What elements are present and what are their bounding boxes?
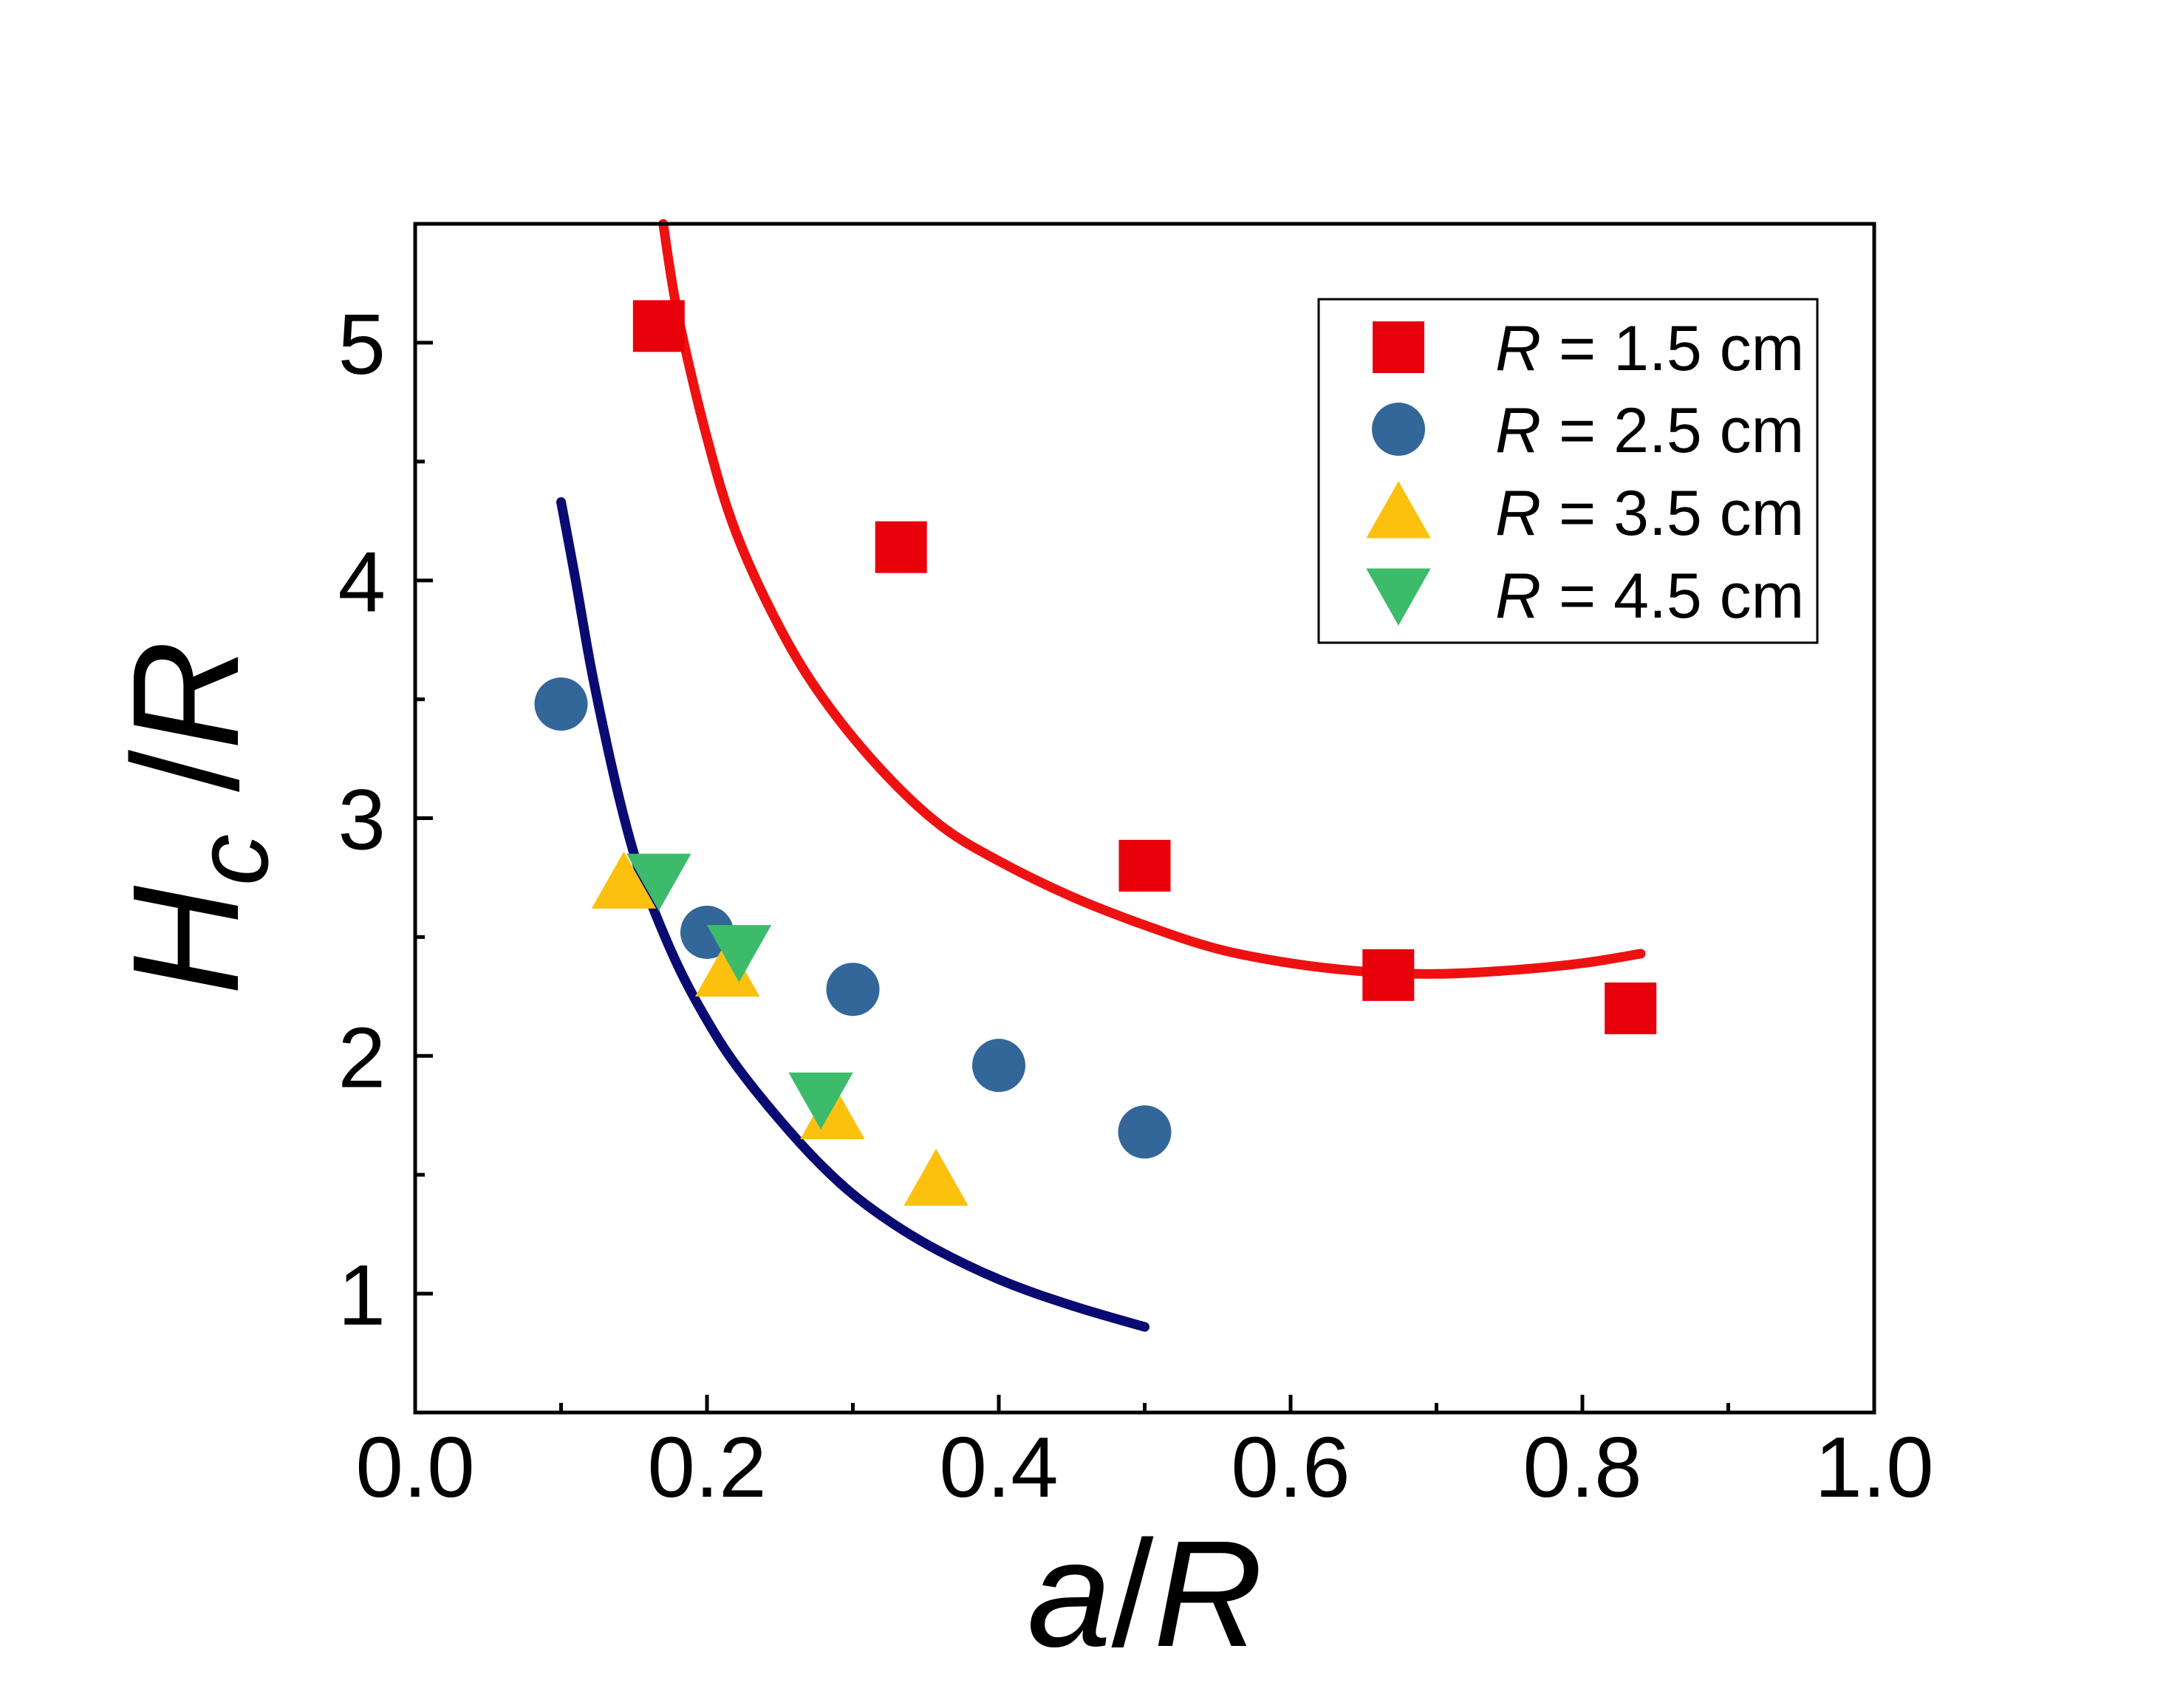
x-axis-title-var: a bbox=[1027, 1509, 1111, 1678]
legend-marker-3 bbox=[1366, 481, 1431, 539]
point-series4-3 bbox=[788, 1072, 853, 1130]
point-series1-1 bbox=[632, 300, 685, 352]
legend-label-var: R bbox=[1495, 395, 1541, 466]
x-axis-title-sep: / bbox=[1112, 1509, 1154, 1678]
x-tick-label: 0.2 bbox=[647, 1419, 766, 1515]
x-tick-label: 0.6 bbox=[1231, 1419, 1350, 1515]
axes-layer: 0.0 0.2 0.4 0.6 0.8 1.0 1 2 3 4 5 bbox=[338, 222, 1934, 1515]
x-tick-label: 1.0 bbox=[1814, 1419, 1933, 1515]
point-series2-3 bbox=[826, 963, 880, 1017]
point-series3-1 bbox=[591, 851, 657, 909]
point-series2-5 bbox=[1118, 1105, 1172, 1159]
legend: R = 1.5 cmR = 2.5 cmR = 3.5 cmR = 4.5 cm bbox=[1317, 298, 1819, 644]
y-axis-title-sep: / bbox=[101, 750, 270, 834]
fit-navy-line bbox=[556, 497, 1149, 1332]
x-tick-label: 0.4 bbox=[939, 1419, 1058, 1515]
point-series1-4 bbox=[1362, 949, 1415, 1001]
x-tick-label: 0.0 bbox=[355, 1419, 474, 1515]
point-series4-2 bbox=[706, 925, 772, 983]
fit-curves-layer bbox=[556, 219, 1646, 1332]
y-tick-label: 4 bbox=[338, 534, 386, 630]
legend-label-value: = 3.5 cm bbox=[1541, 478, 1804, 549]
x-axis-title: a/R bbox=[1027, 1509, 1263, 1678]
legend-label-3: R = 3.5 cm bbox=[1495, 478, 1804, 549]
y-axis-title-group: Hc /R bbox=[101, 640, 290, 995]
y-axis-title-sub: c bbox=[174, 834, 290, 886]
legend-label-1: R = 1.5 cm bbox=[1495, 313, 1804, 384]
point-series2-1 bbox=[534, 677, 588, 731]
data-points-layer bbox=[534, 300, 1657, 1206]
x-tick-label: 0.8 bbox=[1523, 1419, 1641, 1515]
point-series1-5 bbox=[1605, 982, 1657, 1034]
point-series3-4 bbox=[903, 1148, 968, 1206]
point-series1-3 bbox=[1118, 839, 1171, 892]
legend-label-value: = 2.5 cm bbox=[1541, 395, 1804, 466]
fit-red-line bbox=[658, 219, 1646, 979]
legend-label-4: R = 4.5 cm bbox=[1495, 561, 1804, 632]
point-series2-4 bbox=[972, 1039, 1025, 1093]
y-tick-label: 2 bbox=[338, 1009, 386, 1105]
legend-label-value: = 4.5 cm bbox=[1541, 561, 1804, 632]
y-tick-label: 5 bbox=[338, 296, 386, 392]
legend-marker-1 bbox=[1373, 321, 1424, 373]
x-axis-title-unit: R bbox=[1153, 1509, 1263, 1678]
legend-label-value: = 1.5 cm bbox=[1541, 313, 1804, 384]
point-series1-2 bbox=[875, 521, 927, 573]
legend-marker-4 bbox=[1366, 568, 1431, 626]
y-axis-title: Hc /R bbox=[101, 640, 290, 995]
y-tick-label: 1 bbox=[338, 1247, 386, 1343]
y-axis-title-main: H bbox=[101, 885, 270, 995]
axis-titles: a/RHc /R bbox=[101, 640, 1263, 1678]
point-series3-3 bbox=[800, 1082, 865, 1140]
y-tick-label: 3 bbox=[338, 772, 386, 868]
y-axis-title-unit: R bbox=[101, 640, 270, 750]
legend-marker-2 bbox=[1372, 403, 1425, 456]
legend-label-2: R = 2.5 cm bbox=[1495, 395, 1804, 466]
point-series3-2 bbox=[694, 939, 760, 997]
legend-label-var: R bbox=[1495, 478, 1541, 549]
legend-label-var: R bbox=[1495, 561, 1541, 632]
point-series4-1 bbox=[626, 853, 691, 911]
legend-label-var: R bbox=[1495, 313, 1541, 384]
